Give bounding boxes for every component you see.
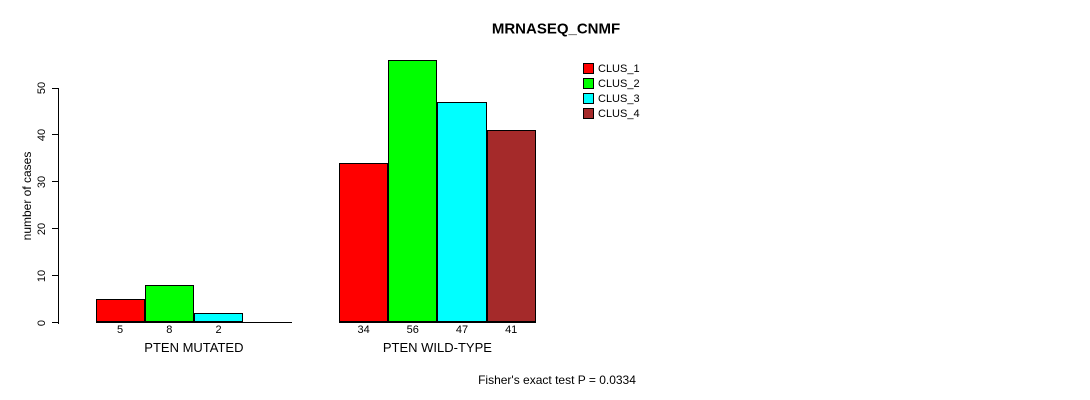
y-tick-mark <box>51 181 58 183</box>
legend-label: CLUS_2 <box>598 77 640 90</box>
bar-value-label: 41 <box>505 324 518 336</box>
bar-value-label: 8 <box>166 324 173 336</box>
y-tick-label: 0 <box>36 319 48 326</box>
legend-label: CLUS_3 <box>598 92 640 105</box>
legend-swatch-clus_4 <box>583 108 594 119</box>
bar-clus_1-group2 <box>339 163 389 323</box>
footnote-text: Fisher's exact test P = 0.0334 <box>478 373 636 387</box>
group-label-2: PTEN WILD-TYPE <box>382 340 492 355</box>
y-tick-label: 10 <box>36 269 48 282</box>
y-tick-mark <box>51 275 58 277</box>
group-label-1: PTEN MUTATED <box>144 340 244 355</box>
legend-swatch-clus_3 <box>583 93 594 104</box>
bar-clus_2-group2 <box>388 59 438 323</box>
legend-item-clus_1: CLUS_1 <box>583 62 640 75</box>
legend-label: CLUS_4 <box>598 107 640 120</box>
bar-value-label: 2 <box>215 324 222 336</box>
y-tick-label: 50 <box>36 81 48 95</box>
bar-clus_4-group2 <box>486 130 536 323</box>
y-axis-line <box>58 88 59 324</box>
bar-value-label: 56 <box>406 324 419 336</box>
bar-value-label: 5 <box>117 324 124 336</box>
y-tick-label: 30 <box>36 175 48 188</box>
y-tick-label: 40 <box>36 128 48 142</box>
bar-clus_3-group1 <box>193 313 244 323</box>
bar-clus_2-group1 <box>144 284 194 323</box>
legend-item-clus_3: CLUS_3 <box>583 92 640 105</box>
chart-title: MRNASEQ_CNMF <box>491 20 621 38</box>
bar-clus_3-group2 <box>437 102 487 323</box>
y-axis-label: number of cases <box>20 151 34 241</box>
y-tick-mark <box>51 228 58 230</box>
bar-value-label: 47 <box>455 324 469 336</box>
legend-item-clus_2: CLUS_2 <box>583 77 640 90</box>
legend-swatch-clus_1 <box>583 63 594 74</box>
bar-clus_1-group1 <box>95 299 145 323</box>
legend-swatch-clus_2 <box>583 78 594 89</box>
legend-label: CLUS_1 <box>598 62 640 75</box>
legend-item-clus_4: CLUS_4 <box>583 107 640 120</box>
y-tick-mark <box>51 134 58 136</box>
y-tick-label: 20 <box>36 222 48 235</box>
bar-value-label: 34 <box>357 324 370 336</box>
y-tick-mark <box>51 322 58 323</box>
y-tick-mark <box>51 87 58 89</box>
